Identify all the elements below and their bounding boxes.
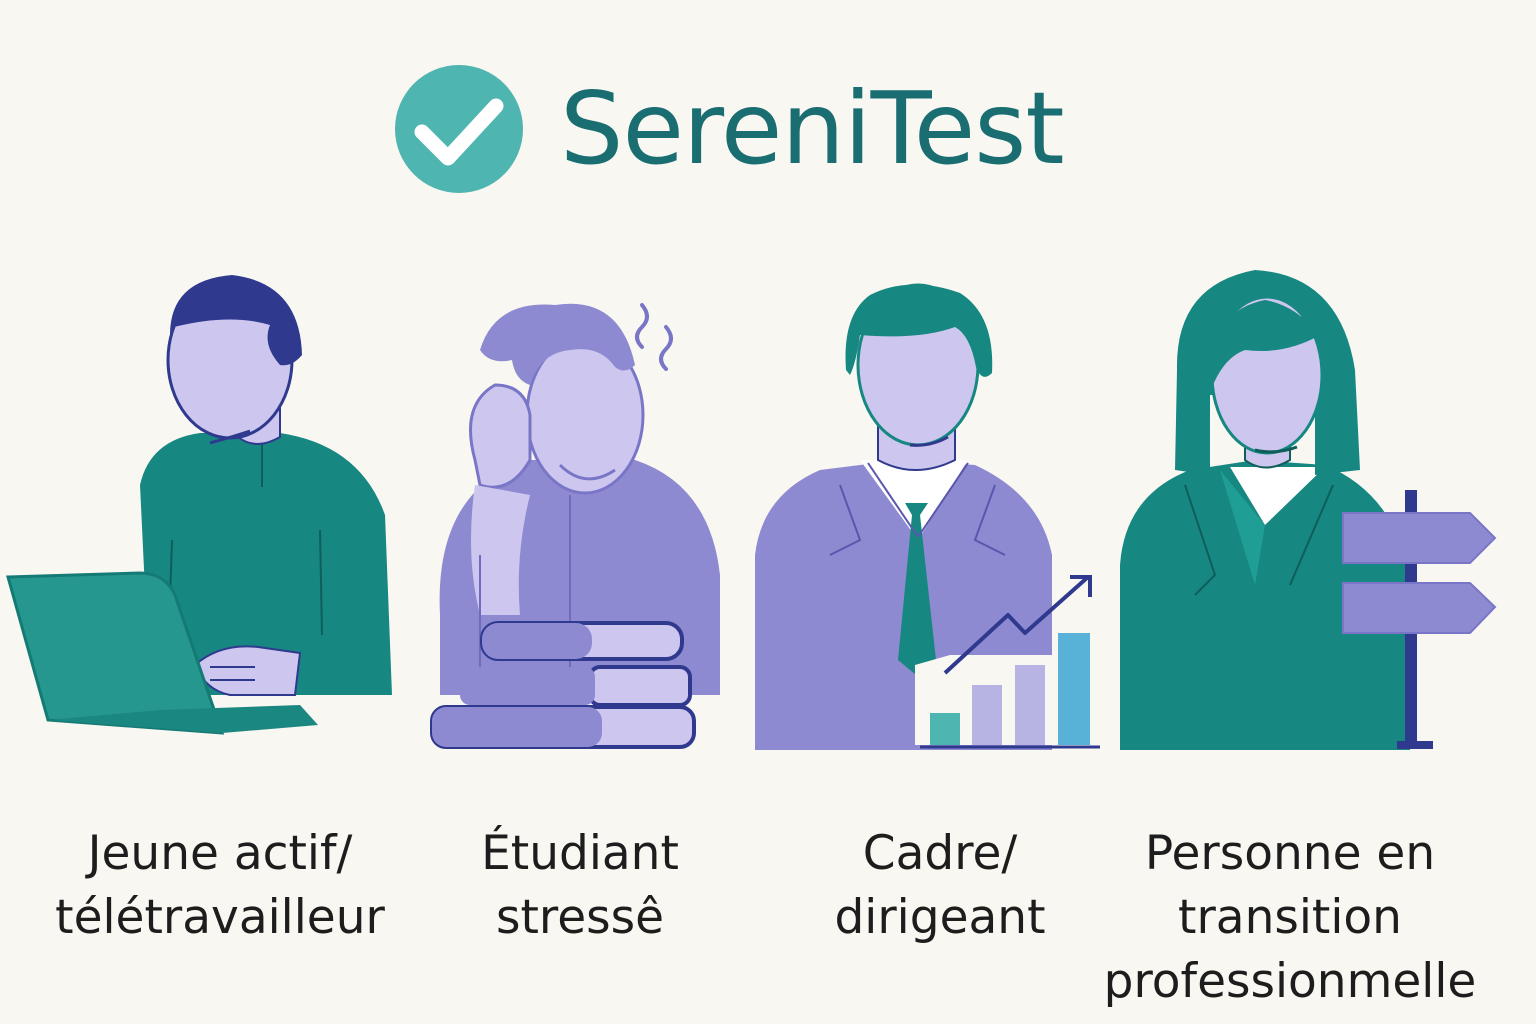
persona-label-career-change: Personne en transition professionmelle: [1103, 826, 1477, 1009]
check-circle-icon: [395, 65, 523, 193]
brand-header: SereniTest: [392, 62, 1065, 196]
persona-label-student: Étudiant stressê: [481, 826, 679, 945]
brand-name: SereniTest: [560, 70, 1065, 187]
persona-label-executive: Cadre/ dirigeant: [834, 826, 1046, 945]
signpost-woman-icon: [1120, 270, 1497, 750]
laptop-worker-icon: [6, 275, 392, 735]
persona-label-young-professional: Jeune actif/ télétravailleur: [55, 826, 385, 945]
stressed-student-icon: [430, 303, 720, 749]
executive-growth-chart-icon: [755, 283, 1100, 750]
